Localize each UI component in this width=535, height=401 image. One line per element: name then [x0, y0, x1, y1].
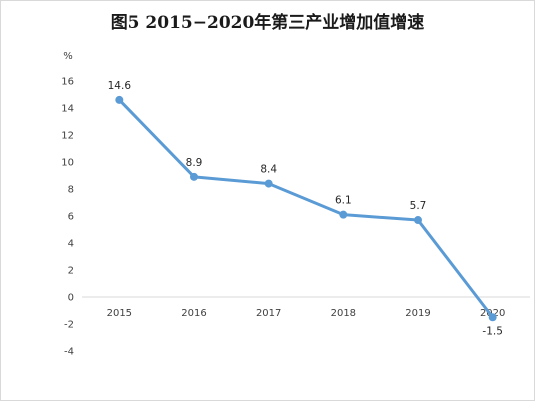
y-tick-label: 14	[61, 104, 74, 115]
y-tick-label: 12	[61, 131, 74, 142]
data-point	[264, 179, 273, 188]
data-label: 5.7	[410, 200, 427, 212]
series-line	[117, 98, 495, 319]
y-tick-label: 0	[68, 293, 74, 304]
data-label: 8.9	[186, 157, 203, 169]
x-tick-label: 2015	[107, 308, 132, 319]
y-tick-label: 4	[68, 239, 74, 250]
data-point	[190, 172, 198, 181]
data-point	[339, 210, 348, 219]
data-point	[414, 216, 422, 225]
x-tick-label: 2019	[405, 308, 430, 319]
x-tick-label: 2017	[256, 308, 281, 319]
y-tick-label: 16	[61, 77, 74, 88]
data-point	[115, 95, 124, 104]
y-axis-unit: %	[63, 51, 73, 62]
data-label: 6.1	[335, 195, 352, 207]
data-points	[115, 95, 497, 322]
y-axis-ticks: -4 -2 0 2 4 6 8 10 12 14 16	[61, 77, 74, 358]
data-label: 14.6	[108, 80, 132, 92]
y-tick-label: -4	[64, 347, 74, 358]
data-point	[488, 313, 497, 322]
x-axis-ticks: 201520162017201820192020	[107, 308, 506, 319]
data-label: -1.5	[482, 325, 503, 337]
y-tick-label: 8	[68, 185, 74, 196]
y-tick-label: 10	[61, 158, 74, 169]
y-tick-label: -2	[64, 320, 74, 331]
x-tick-label: 2016	[181, 308, 206, 319]
y-tick-label: 6	[68, 212, 74, 223]
data-labels: 14.6 8.9 8.4 6.1 5.7 -1.5	[108, 80, 503, 337]
chart-title: 图5 2015−2020年第三产业增加值增速	[110, 13, 425, 33]
x-tick-label: 2018	[331, 308, 356, 319]
y-tick-label: 2	[68, 266, 74, 277]
data-label: 8.4	[260, 164, 277, 176]
